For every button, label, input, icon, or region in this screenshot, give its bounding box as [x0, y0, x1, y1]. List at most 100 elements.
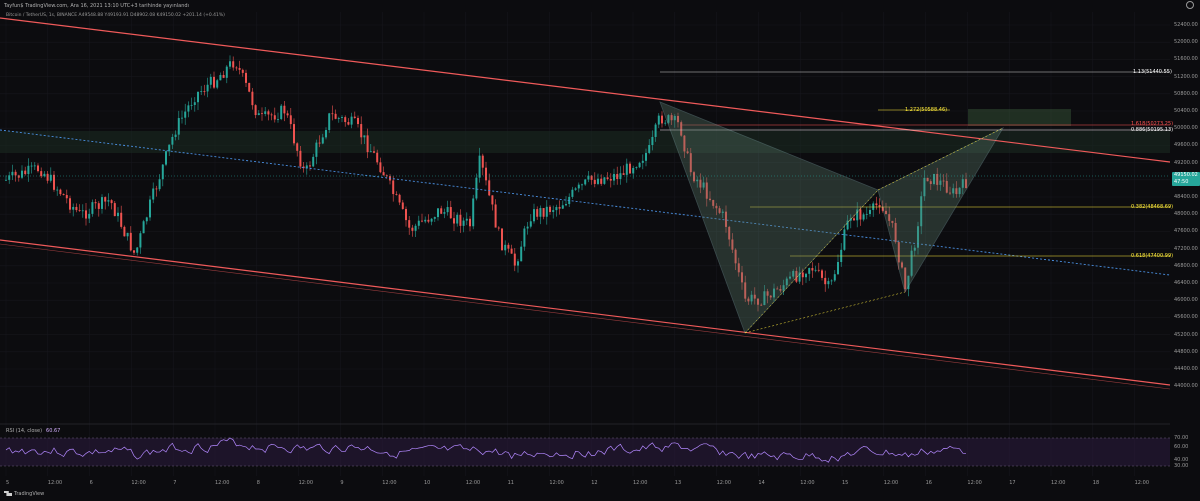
candle-body: [629, 163, 631, 174]
candle-body: [251, 91, 254, 106]
candle-body: [689, 153, 692, 173]
candle-body: [430, 218, 433, 222]
price-chart[interactable]: [0, 0, 1170, 478]
candle-body: [737, 263, 740, 273]
candle-body: [225, 66, 228, 78]
candle-body: [30, 165, 33, 167]
time-tick: 12: [591, 480, 598, 486]
candle-body: [273, 115, 276, 120]
rsi-legend: RSI (14, close) 60.67: [6, 428, 60, 434]
candle-body: [469, 218, 471, 227]
price-tick: 50800.00: [1174, 90, 1198, 97]
candle-body: [433, 217, 436, 219]
candle-body: [545, 206, 548, 217]
time-tick: 12:00: [47, 480, 63, 486]
time-tick: 16: [925, 480, 932, 486]
candle-body: [600, 178, 603, 184]
candle-body: [257, 113, 260, 116]
time-axis[interactable]: 5 12:00 6 12:00 7 12:00 8 12:00 9 12:00 10 12:00 11 1…: [0, 478, 1170, 488]
candle-body: [113, 203, 116, 217]
candle-body: [360, 124, 363, 138]
candle-body: [609, 178, 612, 181]
candle-body: [491, 195, 494, 205]
candle-body: [206, 84, 209, 92]
price-tick: 44000.00: [1174, 383, 1198, 390]
rsi-pane: [0, 423, 1170, 467]
candle-body: [683, 135, 686, 152]
candle-body: [485, 167, 487, 181]
candle-body: [635, 167, 638, 169]
candle-body: [411, 227, 414, 231]
candle-body: [312, 156, 315, 167]
candle-body: [133, 250, 135, 253]
fib-label: 0.382(48468.69): [1131, 204, 1174, 210]
candle-body: [177, 118, 180, 135]
candle-body: [654, 124, 657, 137]
candle-body: [40, 171, 43, 177]
candle-body: [779, 289, 782, 291]
candle-body: [344, 117, 347, 123]
candle-body: [145, 217, 148, 222]
candle-body: [897, 242, 900, 263]
candle-body: [926, 177, 929, 182]
time-tick: 12:00: [800, 480, 815, 486]
candle-body: [43, 173, 46, 177]
candle-body: [517, 261, 519, 266]
price-tick: 48400.00: [1174, 194, 1198, 200]
fib-label: 1.272(50588.46): [905, 107, 948, 113]
candle-body: [395, 194, 398, 195]
candle-body: [245, 72, 247, 83]
candle-body: [459, 214, 462, 226]
price-tick: 44800.00: [1174, 348, 1198, 355]
candle-body: [203, 91, 206, 92]
publish-header: Tayfun$ TradingView.com, Ara 16, 2021 13…: [4, 3, 189, 9]
candle-body: [757, 298, 759, 305]
candle-body: [277, 119, 279, 120]
price-zones: [0, 109, 1170, 153]
price-tick: 52000.00: [1174, 39, 1198, 46]
candle-body: [702, 182, 705, 188]
candle-body: [238, 67, 241, 70]
candle-body: [523, 228, 526, 247]
candle-body: [593, 179, 596, 184]
price-tick: 44400.00: [1174, 366, 1198, 372]
candle-body: [17, 175, 20, 178]
candle-body: [24, 170, 27, 175]
candle-body: [248, 82, 251, 92]
price-tick: 51600.00: [1174, 56, 1198, 63]
candle-body: [501, 228, 503, 251]
candle-body: [693, 172, 695, 182]
candle-body: [725, 211, 727, 227]
candle-body: [798, 272, 801, 282]
candle-body: [149, 199, 151, 218]
candle-body: [565, 204, 567, 206]
candle-body: [520, 246, 523, 262]
candle-body: [165, 151, 167, 165]
rsi-name: RSI (14, close): [6, 428, 43, 434]
candle-body: [462, 220, 465, 226]
price-tick: 48000.00: [1174, 211, 1198, 218]
candle-body: [190, 104, 193, 106]
candle-body: [443, 212, 446, 214]
candle-body: [859, 209, 862, 220]
candle-body: [241, 69, 244, 73]
candle-body: [152, 188, 155, 200]
candle-body: [699, 179, 702, 188]
candle-body: [750, 294, 753, 302]
candle-body: [325, 130, 327, 138]
supply-zone: [0, 131, 1170, 153]
candle-body: [929, 181, 932, 185]
candle-body: [286, 113, 289, 116]
candle-body: [155, 188, 158, 190]
candle-body: [664, 122, 667, 124]
price-axis[interactable]: 52400.00 52000.00 51600.00 51200.00 50800.00…: [1170, 12, 1200, 477]
candle-body: [379, 162, 382, 173]
current-price: 49150.02: [1174, 172, 1198, 178]
settings-icon[interactable]: [1186, 1, 1194, 9]
candle-body: [88, 213, 91, 219]
time-tick: 12:00: [131, 480, 146, 486]
candle-body: [625, 163, 628, 175]
candle-body: [72, 206, 75, 210]
candle-body: [453, 218, 455, 224]
candle-body: [712, 199, 715, 206]
